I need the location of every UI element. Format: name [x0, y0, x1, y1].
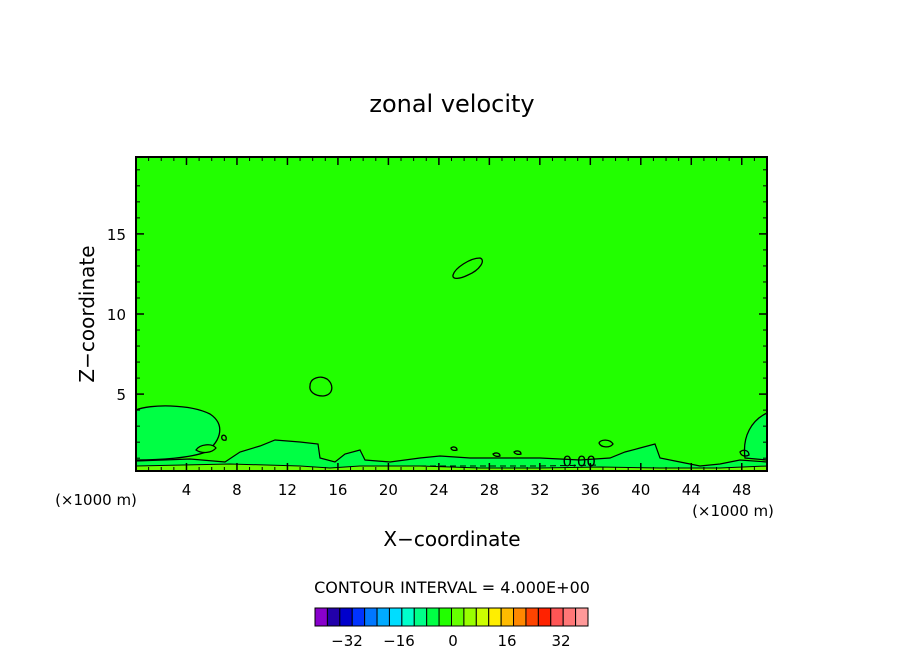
contour-small-1	[598, 439, 614, 448]
colorbar-swatch	[364, 607, 378, 627]
colorbar-swatch	[500, 607, 515, 627]
x-tick-label: 20	[379, 481, 398, 499]
field-background	[136, 157, 767, 471]
y-axis-label: Z−coordinate	[75, 245, 99, 382]
colorbar-swatch	[488, 607, 502, 627]
contour-upper-ellipse	[452, 257, 483, 280]
contour-mid-ellipse	[309, 376, 333, 397]
contour-small-2	[450, 446, 458, 452]
colorbar-swatch	[562, 607, 577, 627]
colorbar-swatch	[388, 607, 403, 627]
colorbar-tick-label: 0	[448, 632, 458, 650]
x-tick-label: 44	[682, 481, 701, 499]
colorbar-swatch	[438, 607, 453, 627]
x-unit-right: (×1000 m)	[692, 502, 774, 520]
colorbar-swatch	[575, 607, 589, 627]
region-right-blob	[743, 411, 768, 461]
colorbar-swatch	[376, 607, 390, 627]
region-bottom-band	[135, 439, 768, 472]
colorbar-swatch	[339, 607, 353, 627]
x-tick-label: 32	[530, 481, 549, 499]
colorbar-swatch	[401, 607, 415, 627]
colorbar-swatch	[451, 607, 465, 627]
contour-small-6	[221, 434, 227, 441]
x-tick-label: 40	[631, 481, 650, 499]
colorbar-swatch	[314, 607, 328, 627]
y-tick-label: 10	[107, 306, 126, 324]
colorbar-swatch	[351, 607, 366, 627]
x-unit-left: (×1000 m)	[55, 491, 137, 509]
colorbar	[314, 607, 589, 627]
colorbar-swatch	[413, 607, 428, 627]
colorbar-tick-label: 32	[551, 632, 570, 650]
x-tick-label: 24	[429, 481, 448, 499]
plot-area: 0.00	[135, 156, 768, 472]
colorbar-swatch	[326, 607, 341, 627]
colorbar-tick-label: −16	[383, 632, 415, 650]
x-tick-label: 12	[278, 481, 297, 499]
colorbar-swatch	[426, 607, 440, 627]
chart-title: zonal velocity	[369, 90, 534, 118]
colorbar-labels: −32 −16 0 16 32	[331, 632, 570, 650]
colorbar-swatch	[525, 607, 539, 627]
x-axis-label: X−coordinate	[383, 527, 520, 551]
colorbar-tick-label: 16	[497, 632, 516, 650]
x-tick-label: 48	[732, 481, 751, 499]
contour-small-5	[739, 449, 750, 457]
x-tick-label: 36	[581, 481, 600, 499]
y-tick-label: 15	[107, 226, 126, 244]
colorbar-tick-label: −32	[331, 632, 363, 650]
contour-small-4	[513, 450, 522, 456]
region-left-blob	[135, 405, 221, 461]
x-axis-ticks: 4 8 12 16 20 24 28 32 36 40 44 48	[148, 157, 755, 499]
colorbar-swatch	[513, 607, 527, 627]
region-left-pocket	[195, 444, 217, 454]
y-axis-ticks: 5 10 15	[107, 169, 767, 459]
contour-label-zero: 0.00	[563, 453, 596, 471]
colorbar-swatch	[550, 607, 564, 627]
contour-small-3	[492, 452, 501, 458]
x-tick-label: 4	[182, 481, 192, 499]
contour-interval-text: CONTOUR INTERVAL = 4.000E+00	[314, 578, 590, 597]
x-tick-label: 28	[480, 481, 499, 499]
y-tick-label: 5	[116, 386, 126, 404]
colorbar-swatch	[475, 607, 490, 627]
x-tick-label: 16	[328, 481, 347, 499]
colorbar-swatch	[463, 607, 477, 627]
colorbar-swatch	[537, 607, 552, 627]
x-tick-label: 8	[232, 481, 242, 499]
